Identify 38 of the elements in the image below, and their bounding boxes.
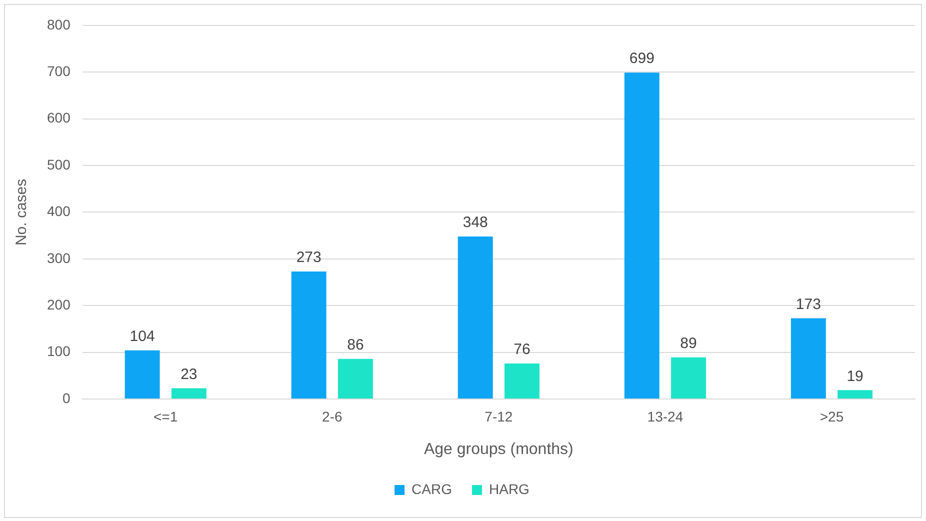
bar xyxy=(624,72,660,398)
x-tick-label: <=1 xyxy=(154,408,178,424)
data-label: 699 xyxy=(629,50,654,68)
data-label: 76 xyxy=(514,341,530,358)
bar xyxy=(124,350,160,398)
data-label: 104 xyxy=(130,328,155,346)
y-tick-label: 800 xyxy=(47,16,71,32)
y-tick-label: 0 xyxy=(62,390,71,406)
data-label: 273 xyxy=(296,249,322,266)
y-tick-label: 500 xyxy=(47,156,71,172)
bar xyxy=(171,388,206,398)
y-tick-label: 600 xyxy=(47,110,71,126)
y-tick-label: 700 xyxy=(47,62,71,79)
data-label: 348 xyxy=(462,214,488,232)
bar xyxy=(838,390,873,398)
legend-label: CARG xyxy=(412,480,452,497)
bar xyxy=(291,272,326,398)
data-label: 23 xyxy=(180,366,198,383)
y-tick-label: 400 xyxy=(47,203,71,220)
x-axis-title: Age groups (months) xyxy=(424,440,574,458)
bar xyxy=(790,318,826,398)
x-tick-label: 2-6 xyxy=(322,408,342,424)
x-tick-label: 7-12 xyxy=(484,408,513,424)
y-tick-label: 100 xyxy=(47,343,71,360)
y-tick-label: 200 xyxy=(47,296,71,312)
bar xyxy=(671,357,706,398)
x-tick-label: 13-24 xyxy=(647,408,684,424)
data-label: 19 xyxy=(846,368,864,385)
data-label: 89 xyxy=(680,335,697,352)
legend-label: HARG xyxy=(489,480,530,497)
data-label: 173 xyxy=(796,296,821,313)
y-axis-title: No. cases xyxy=(13,178,30,246)
bar xyxy=(458,236,493,398)
y-tick-label: 300 xyxy=(47,250,71,266)
bar xyxy=(338,358,373,398)
x-tick-label: >25 xyxy=(820,408,844,424)
data-label: 86 xyxy=(347,336,364,354)
bar xyxy=(504,364,540,398)
